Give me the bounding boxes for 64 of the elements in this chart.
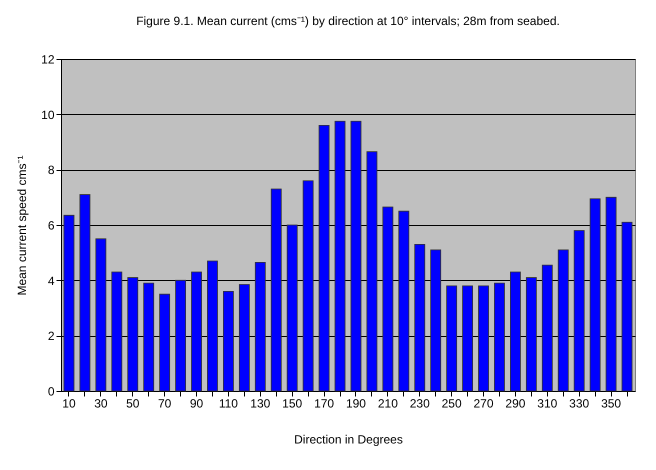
bar xyxy=(95,238,106,392)
bar xyxy=(622,222,632,392)
bar xyxy=(191,272,202,392)
x-tick-label: 290 xyxy=(505,396,526,410)
bar xyxy=(462,285,474,392)
x-tick-label: 150 xyxy=(282,396,303,410)
x-tick-label: 90 xyxy=(190,396,204,410)
y-tick-label: 2 xyxy=(48,329,55,344)
x-tick-label: 230 xyxy=(410,396,430,410)
bar xyxy=(222,291,234,392)
x-tick-label: 10 xyxy=(62,396,76,410)
y-tick-label: 10 xyxy=(41,108,55,122)
bar xyxy=(254,262,266,392)
bar xyxy=(64,214,74,392)
x-axis-title: Direction in Degrees xyxy=(294,432,403,446)
bar xyxy=(558,250,569,392)
bar xyxy=(318,125,330,392)
y-tick-label: 0 xyxy=(48,384,55,398)
bar xyxy=(606,196,617,392)
bar xyxy=(382,206,394,392)
bar xyxy=(590,198,601,392)
bar xyxy=(207,260,218,392)
x-tick-label: 250 xyxy=(442,396,462,410)
y-tick-label: 4 xyxy=(48,274,55,288)
bar xyxy=(414,244,426,392)
bar xyxy=(175,280,186,392)
bar xyxy=(143,282,154,392)
x-tick-label: 210 xyxy=(378,396,398,410)
bar xyxy=(111,272,122,392)
bar xyxy=(159,294,170,392)
bar xyxy=(238,284,250,392)
bar xyxy=(302,180,314,392)
y-tick-label: 12 xyxy=(41,52,55,66)
bar xyxy=(446,285,458,392)
x-tick-label: 330 xyxy=(569,396,590,410)
x-tick-label: 270 xyxy=(474,396,494,410)
bar xyxy=(350,120,362,392)
bar xyxy=(510,272,521,392)
x-tick-label: 110 xyxy=(218,396,238,410)
y-axis-title: Mean current speed cms⁻¹ xyxy=(15,155,30,296)
bar xyxy=(478,285,489,392)
x-tick-label: 30 xyxy=(94,396,108,410)
x-tick-label: 310 xyxy=(537,396,558,410)
bar xyxy=(494,282,505,392)
y-tick-label: 6 xyxy=(48,218,55,232)
x-tick-label: 170 xyxy=(314,396,334,410)
x-tick-label: 130 xyxy=(250,396,271,410)
y-tick-label: 8 xyxy=(48,163,55,178)
bar xyxy=(334,120,346,392)
bar xyxy=(526,277,537,392)
x-tick-label: 70 xyxy=(158,396,172,410)
chart-title: Figure 9.1. Mean current (cms⁻¹) by direction at 10° intervals; 28m from seabed. xyxy=(136,14,560,28)
bar xyxy=(270,188,282,392)
bar xyxy=(398,210,410,392)
bar xyxy=(542,264,553,392)
bar xyxy=(127,277,138,392)
x-tick-label: 190 xyxy=(346,396,366,410)
x-tick-label: 350 xyxy=(601,396,622,410)
bar xyxy=(574,230,585,392)
bar xyxy=(79,194,90,392)
bar xyxy=(286,224,298,392)
bar xyxy=(430,250,442,392)
x-tick-label: 50 xyxy=(126,396,140,410)
bar xyxy=(366,151,378,392)
